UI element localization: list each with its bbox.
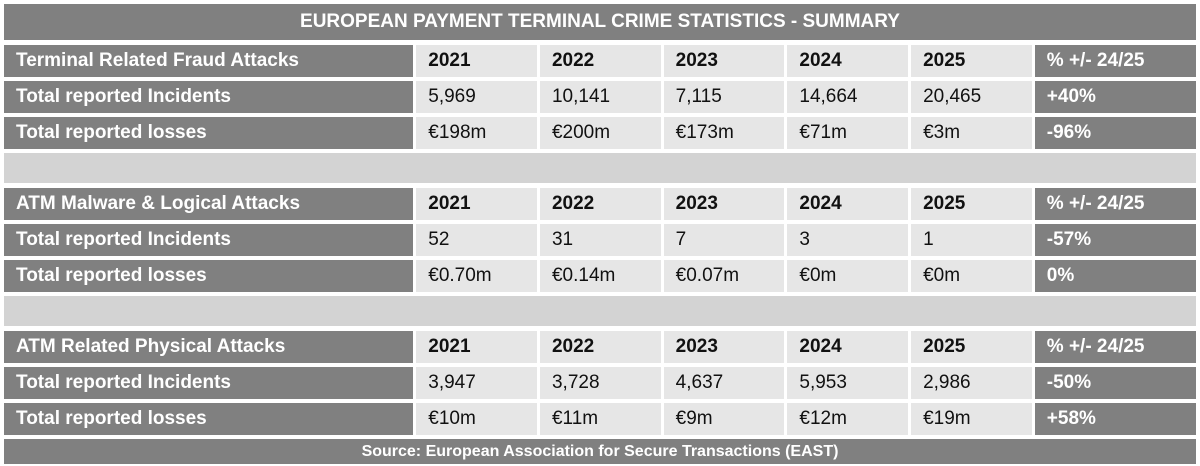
value-cell: €71m bbox=[787, 117, 909, 149]
table-row: Total reported Incidents 5,969 10,141 7,… bbox=[4, 81, 1196, 113]
value-cell: €9m bbox=[663, 403, 785, 435]
value-cell: €200m bbox=[539, 117, 661, 149]
section-header-row: ATM Related Physical Attacks 2021 2022 2… bbox=[4, 331, 1196, 363]
row-label: Total reported losses bbox=[4, 403, 414, 435]
change-cell: 0% bbox=[1034, 260, 1196, 292]
year-header: 2022 bbox=[539, 331, 661, 363]
source-note: Source: European Association for Secure … bbox=[4, 439, 1196, 464]
value-cell: €0m bbox=[787, 260, 909, 292]
change-cell: +58% bbox=[1034, 403, 1196, 435]
value-cell: 7,115 bbox=[663, 81, 785, 113]
value-cell: €11m bbox=[539, 403, 661, 435]
table-row: Total reported Incidents 3,947 3,728 4,6… bbox=[4, 367, 1196, 399]
year-header: 2024 bbox=[787, 188, 909, 220]
year-header: 2025 bbox=[911, 331, 1032, 363]
year-header: 2022 bbox=[539, 45, 661, 77]
change-cell: -50% bbox=[1034, 367, 1196, 399]
value-cell: 1 bbox=[911, 224, 1032, 256]
value-cell: 31 bbox=[539, 224, 661, 256]
year-header: 2023 bbox=[663, 331, 785, 363]
value-cell: 3 bbox=[787, 224, 909, 256]
value-cell: €10m bbox=[416, 403, 537, 435]
value-cell: 20,465 bbox=[911, 81, 1032, 113]
value-cell: 14,664 bbox=[787, 81, 909, 113]
value-cell: 7 bbox=[663, 224, 785, 256]
year-header: 2021 bbox=[416, 188, 537, 220]
section-divider bbox=[4, 296, 1196, 326]
section-heading: ATM Malware & Logical Attacks bbox=[4, 188, 414, 220]
table-row: Total reported losses €10m €11m €9m €12m… bbox=[4, 403, 1196, 435]
change-header: % +/- 24/25 bbox=[1034, 188, 1196, 220]
summary-table: EUROPEAN PAYMENT TERMINAL CRIME STATISTI… bbox=[4, 0, 1196, 464]
year-header: 2021 bbox=[416, 45, 537, 77]
value-cell: 5,953 bbox=[787, 367, 909, 399]
year-header: 2025 bbox=[911, 188, 1032, 220]
value-cell: 52 bbox=[416, 224, 537, 256]
value-cell: €19m bbox=[911, 403, 1032, 435]
value-cell: 3,728 bbox=[539, 367, 661, 399]
change-cell: +40% bbox=[1034, 81, 1196, 113]
row-label: Total reported Incidents bbox=[4, 224, 414, 256]
value-cell: 3,947 bbox=[416, 367, 537, 399]
table-row: Total reported losses €0.70m €0.14m €0.0… bbox=[4, 260, 1196, 292]
year-header: 2022 bbox=[539, 188, 661, 220]
table-title: EUROPEAN PAYMENT TERMINAL CRIME STATISTI… bbox=[4, 4, 1196, 40]
row-label: Total reported Incidents bbox=[4, 367, 414, 399]
year-header: 2025 bbox=[911, 45, 1032, 77]
change-cell: -57% bbox=[1034, 224, 1196, 256]
row-label: Total reported losses bbox=[4, 260, 414, 292]
value-cell: €198m bbox=[416, 117, 537, 149]
value-cell: 5,969 bbox=[416, 81, 537, 113]
row-label: Total reported Incidents bbox=[4, 81, 414, 113]
value-cell: 10,141 bbox=[539, 81, 661, 113]
section-header-row: ATM Malware & Logical Attacks 2021 2022 … bbox=[4, 188, 1196, 220]
year-header: 2021 bbox=[416, 331, 537, 363]
change-header: % +/- 24/25 bbox=[1034, 45, 1196, 77]
year-header: 2024 bbox=[787, 45, 909, 77]
value-cell: €0.14m bbox=[539, 260, 661, 292]
year-header: 2024 bbox=[787, 331, 909, 363]
change-cell: -96% bbox=[1034, 117, 1196, 149]
value-cell: €0m bbox=[911, 260, 1032, 292]
section-header-row: Terminal Related Fraud Attacks 2021 2022… bbox=[4, 45, 1196, 77]
table-row: Total reported Incidents 52 31 7 3 1 -57… bbox=[4, 224, 1196, 256]
section-divider bbox=[4, 153, 1196, 183]
value-cell: €0.70m bbox=[416, 260, 537, 292]
section-heading: ATM Related Physical Attacks bbox=[4, 331, 414, 363]
year-header: 2023 bbox=[663, 188, 785, 220]
section-heading: Terminal Related Fraud Attacks bbox=[4, 45, 414, 77]
value-cell: €173m bbox=[663, 117, 785, 149]
value-cell: €3m bbox=[911, 117, 1032, 149]
year-header: 2023 bbox=[663, 45, 785, 77]
table-row: Total reported losses €198m €200m €173m … bbox=[4, 117, 1196, 149]
value-cell: €12m bbox=[787, 403, 909, 435]
value-cell: €0.07m bbox=[663, 260, 785, 292]
value-cell: 4,637 bbox=[663, 367, 785, 399]
change-header: % +/- 24/25 bbox=[1034, 331, 1196, 363]
value-cell: 2,986 bbox=[911, 367, 1032, 399]
row-label: Total reported losses bbox=[4, 117, 414, 149]
